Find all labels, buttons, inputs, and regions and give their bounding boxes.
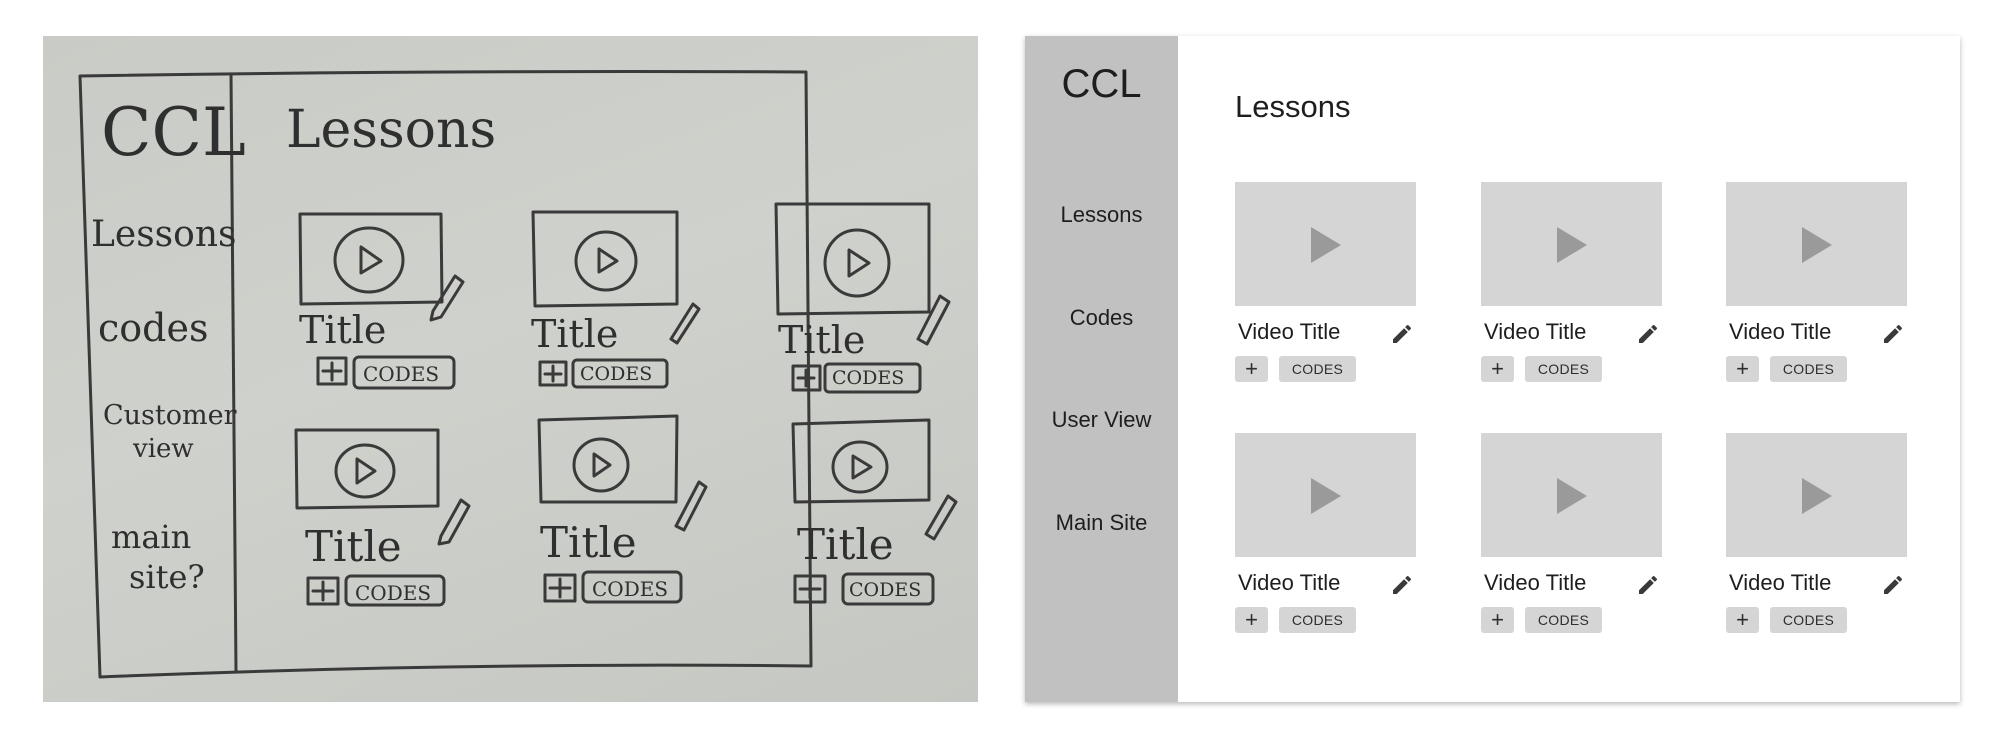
sketch-card-title: Title [778, 318, 866, 362]
plus-icon: + [1736, 607, 1749, 632]
sketch-logo: CCL [101, 94, 246, 171]
video-thumbnail[interactable] [1481, 433, 1662, 557]
sketch-nav-main: main [111, 518, 192, 556]
video-card: Video Title + CODES [1235, 182, 1416, 382]
edit-button[interactable] [1881, 573, 1905, 597]
codes-button-label: CODES [1537, 361, 1590, 377]
sketch-card-title: Title [540, 518, 637, 567]
sketch-card-title: Title [305, 522, 402, 571]
video-title: Video Title [1729, 570, 1832, 595]
sketch-nav-view: view [133, 434, 194, 464]
sketch-codes-label: CODES [580, 363, 653, 385]
sketch-codes-label: CODES [592, 577, 669, 601]
edit-button[interactable] [1636, 322, 1660, 346]
video-title: Video Title [1484, 319, 1587, 344]
edit-button[interactable] [1390, 573, 1414, 597]
add-button[interactable]: + [1726, 356, 1759, 382]
play-icon [1311, 478, 1341, 514]
play-icon [1802, 478, 1832, 514]
pencil-icon [1884, 575, 1903, 594]
sketch-codes-label: CODES [832, 367, 905, 389]
pencil-icon [1393, 324, 1412, 343]
play-icon [1802, 227, 1832, 263]
lessons-wireframe: CCL Lessons Codes User View Main Site Le… [1025, 36, 1960, 702]
plus-icon: + [1736, 356, 1749, 381]
paper-sketch: CCL Lessons Lessons codes Customer view … [43, 36, 978, 702]
codes-button[interactable]: CODES [1279, 607, 1356, 633]
video-card: Video Title + CODES [1481, 182, 1662, 382]
edit-button[interactable] [1390, 322, 1414, 346]
pencil-icon [1639, 324, 1658, 343]
plus-icon: + [1245, 356, 1258, 381]
sketch-heading: Lessons [286, 100, 497, 160]
sketch-codes-label: CODES [849, 579, 922, 601]
codes-button-label: CODES [1782, 361, 1835, 377]
video-title: Video Title [1484, 570, 1587, 595]
codes-button[interactable]: CODES [1525, 607, 1602, 633]
sidebar-item-main-site[interactable]: Main Site [1055, 510, 1148, 535]
sidebar-item-codes[interactable]: Codes [1069, 305, 1134, 330]
add-button[interactable]: + [1481, 607, 1514, 633]
sketch-nav-customer: Customer [103, 400, 237, 431]
sketch-card-title: Title [299, 308, 387, 352]
pencil-icon [1639, 575, 1658, 594]
sidebar-item-lessons[interactable]: Lessons [1060, 202, 1143, 227]
play-icon [1557, 227, 1587, 263]
sketch-drawing [78, 70, 958, 679]
video-card: Video Title + CODES [1726, 433, 1907, 633]
page-title: Lessons [1235, 89, 1351, 124]
edit-button[interactable] [1636, 573, 1660, 597]
codes-button[interactable]: CODES [1279, 356, 1356, 382]
video-thumbnail[interactable] [1726, 433, 1907, 557]
add-button[interactable]: + [1235, 607, 1268, 633]
plus-icon: + [1245, 607, 1258, 632]
pencil-icon [1884, 324, 1903, 343]
sidebar: CCL Lessons Codes User View Main Site [1025, 36, 1178, 702]
play-icon [1311, 227, 1341, 263]
edit-button[interactable] [1881, 322, 1905, 346]
codes-button-label: CODES [1291, 361, 1344, 377]
app-logo: CCL [1061, 62, 1142, 106]
video-thumbnail[interactable] [1726, 182, 1907, 306]
codes-button-label: CODES [1782, 612, 1835, 628]
play-icon [1557, 478, 1587, 514]
codes-button[interactable]: CODES [1770, 607, 1847, 633]
sidebar-item-user-view[interactable]: User View [1051, 407, 1152, 432]
video-title: Video Title [1238, 319, 1341, 344]
sketch-nav-lessons: Lessons [91, 214, 237, 255]
video-card: Video Title + CODES [1235, 433, 1416, 633]
add-button[interactable]: + [1726, 607, 1759, 633]
plus-icon: + [1491, 356, 1504, 381]
pencil-icon [1393, 575, 1412, 594]
sketch-nav-site: site? [129, 558, 205, 596]
sketch-codes-label: CODES [355, 581, 432, 605]
video-thumbnail[interactable] [1235, 182, 1416, 306]
codes-button-label: CODES [1291, 612, 1344, 628]
codes-button[interactable]: CODES [1525, 356, 1602, 382]
video-card: Video Title + CODES [1481, 433, 1662, 633]
video-card: Video Title + CODES [1726, 182, 1907, 382]
add-button[interactable]: + [1235, 356, 1268, 382]
add-button[interactable]: + [1481, 356, 1514, 382]
video-thumbnail[interactable] [1481, 182, 1662, 306]
sketch-nav-codes: codes [98, 306, 209, 350]
sketch-card-title: Title [797, 520, 894, 569]
video-title: Video Title [1729, 319, 1832, 344]
video-thumbnail[interactable] [1235, 433, 1416, 557]
codes-button-label: CODES [1537, 612, 1590, 628]
video-title: Video Title [1238, 570, 1341, 595]
plus-icon: + [1491, 607, 1504, 632]
sketch-codes-label: CODES [363, 362, 440, 386]
sketch-card-title: Title [531, 312, 619, 356]
codes-button[interactable]: CODES [1770, 356, 1847, 382]
